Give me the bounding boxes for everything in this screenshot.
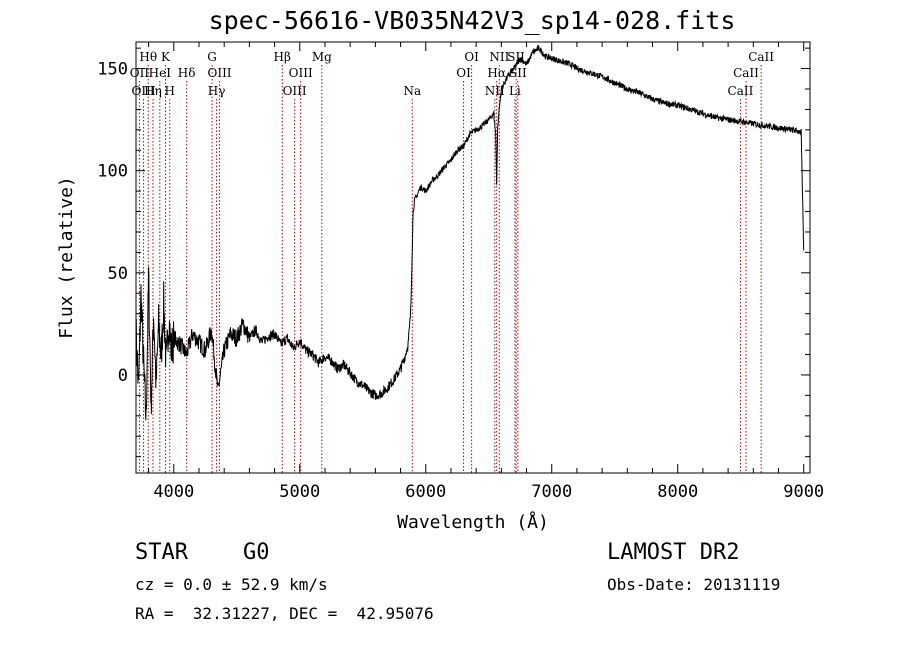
y-tick-label-2: 100: [97, 162, 128, 182]
line-label-18: NII: [489, 50, 509, 64]
line-label-10: Hγ: [208, 84, 226, 98]
x-tick-label-3: 7000: [531, 482, 572, 502]
line-markers: [138, 65, 762, 473]
line-label-2: OII: [130, 66, 150, 80]
spectrum-series: [135, 44, 805, 421]
line-label-8: G: [207, 50, 217, 64]
line-label-14: OIII: [283, 84, 307, 98]
line-label-4: Hδ: [178, 66, 196, 80]
x-tick-label-5: 9000: [783, 482, 824, 502]
line-label-17: OI: [456, 66, 471, 80]
line-label-11: Hβ: [274, 50, 291, 64]
redshift-text: cz = 0.0 ± 52.9 km/s: [135, 575, 328, 594]
x-tick-label-4: 8000: [657, 482, 698, 502]
line-label-24: CaII: [748, 50, 774, 64]
y-tick-label-0: 0: [118, 366, 128, 386]
plot-frame: [135, 41, 811, 474]
line-label-9: OIII: [207, 66, 231, 80]
line-label-3: HeI: [149, 66, 172, 80]
line-label-22: NII: [485, 84, 505, 98]
line-label-16: OI: [464, 50, 479, 64]
line-label-19: SII: [507, 50, 525, 64]
object-type: STAR: [135, 540, 188, 565]
chart-title: spec-56616-VB035N42V3_sp14-028.fits: [208, 6, 736, 35]
line-label-13: OIII: [289, 66, 313, 80]
line-label-25: CaII: [733, 66, 759, 80]
y-axis-label: Flux (relative): [56, 176, 77, 339]
spectrum-line: [135, 44, 805, 421]
line-label-26: CaII: [728, 84, 754, 98]
x-axis-label: Wavelength (Å): [397, 511, 549, 533]
object-subclass: G0: [243, 540, 270, 565]
line-label-15: Na: [403, 84, 421, 98]
line-label-6: Hη: [144, 84, 162, 98]
x-tick-label-1: 5000: [279, 482, 320, 502]
coordinates-text: RA = 32.31227, DEC = 42.95076: [135, 604, 434, 623]
x-tick-label-2: 6000: [405, 482, 446, 502]
y-tick-label-3: 150: [97, 60, 128, 80]
x-tick-label-0: 4000: [153, 482, 194, 502]
line-label-21: SII: [509, 66, 527, 80]
axes: 4000 5000 6000 7000 8000 9000 0 50 100 150 Wavelen…: [56, 41, 824, 533]
line-label-20: Hα: [487, 66, 506, 80]
line-label-23: Li: [509, 84, 521, 98]
line-label-0: Hθ: [139, 50, 157, 64]
line-label-1: K: [161, 50, 171, 64]
line-label-7: H: [165, 84, 175, 98]
line-label-5: OIII: [132, 84, 156, 98]
obs-date-text: Obs-Date: 20131119: [607, 575, 781, 594]
y-tick-label-1: 50: [108, 264, 128, 284]
survey-name: LAMOST DR2: [607, 540, 740, 565]
line-label-12: Mg: [312, 50, 332, 64]
